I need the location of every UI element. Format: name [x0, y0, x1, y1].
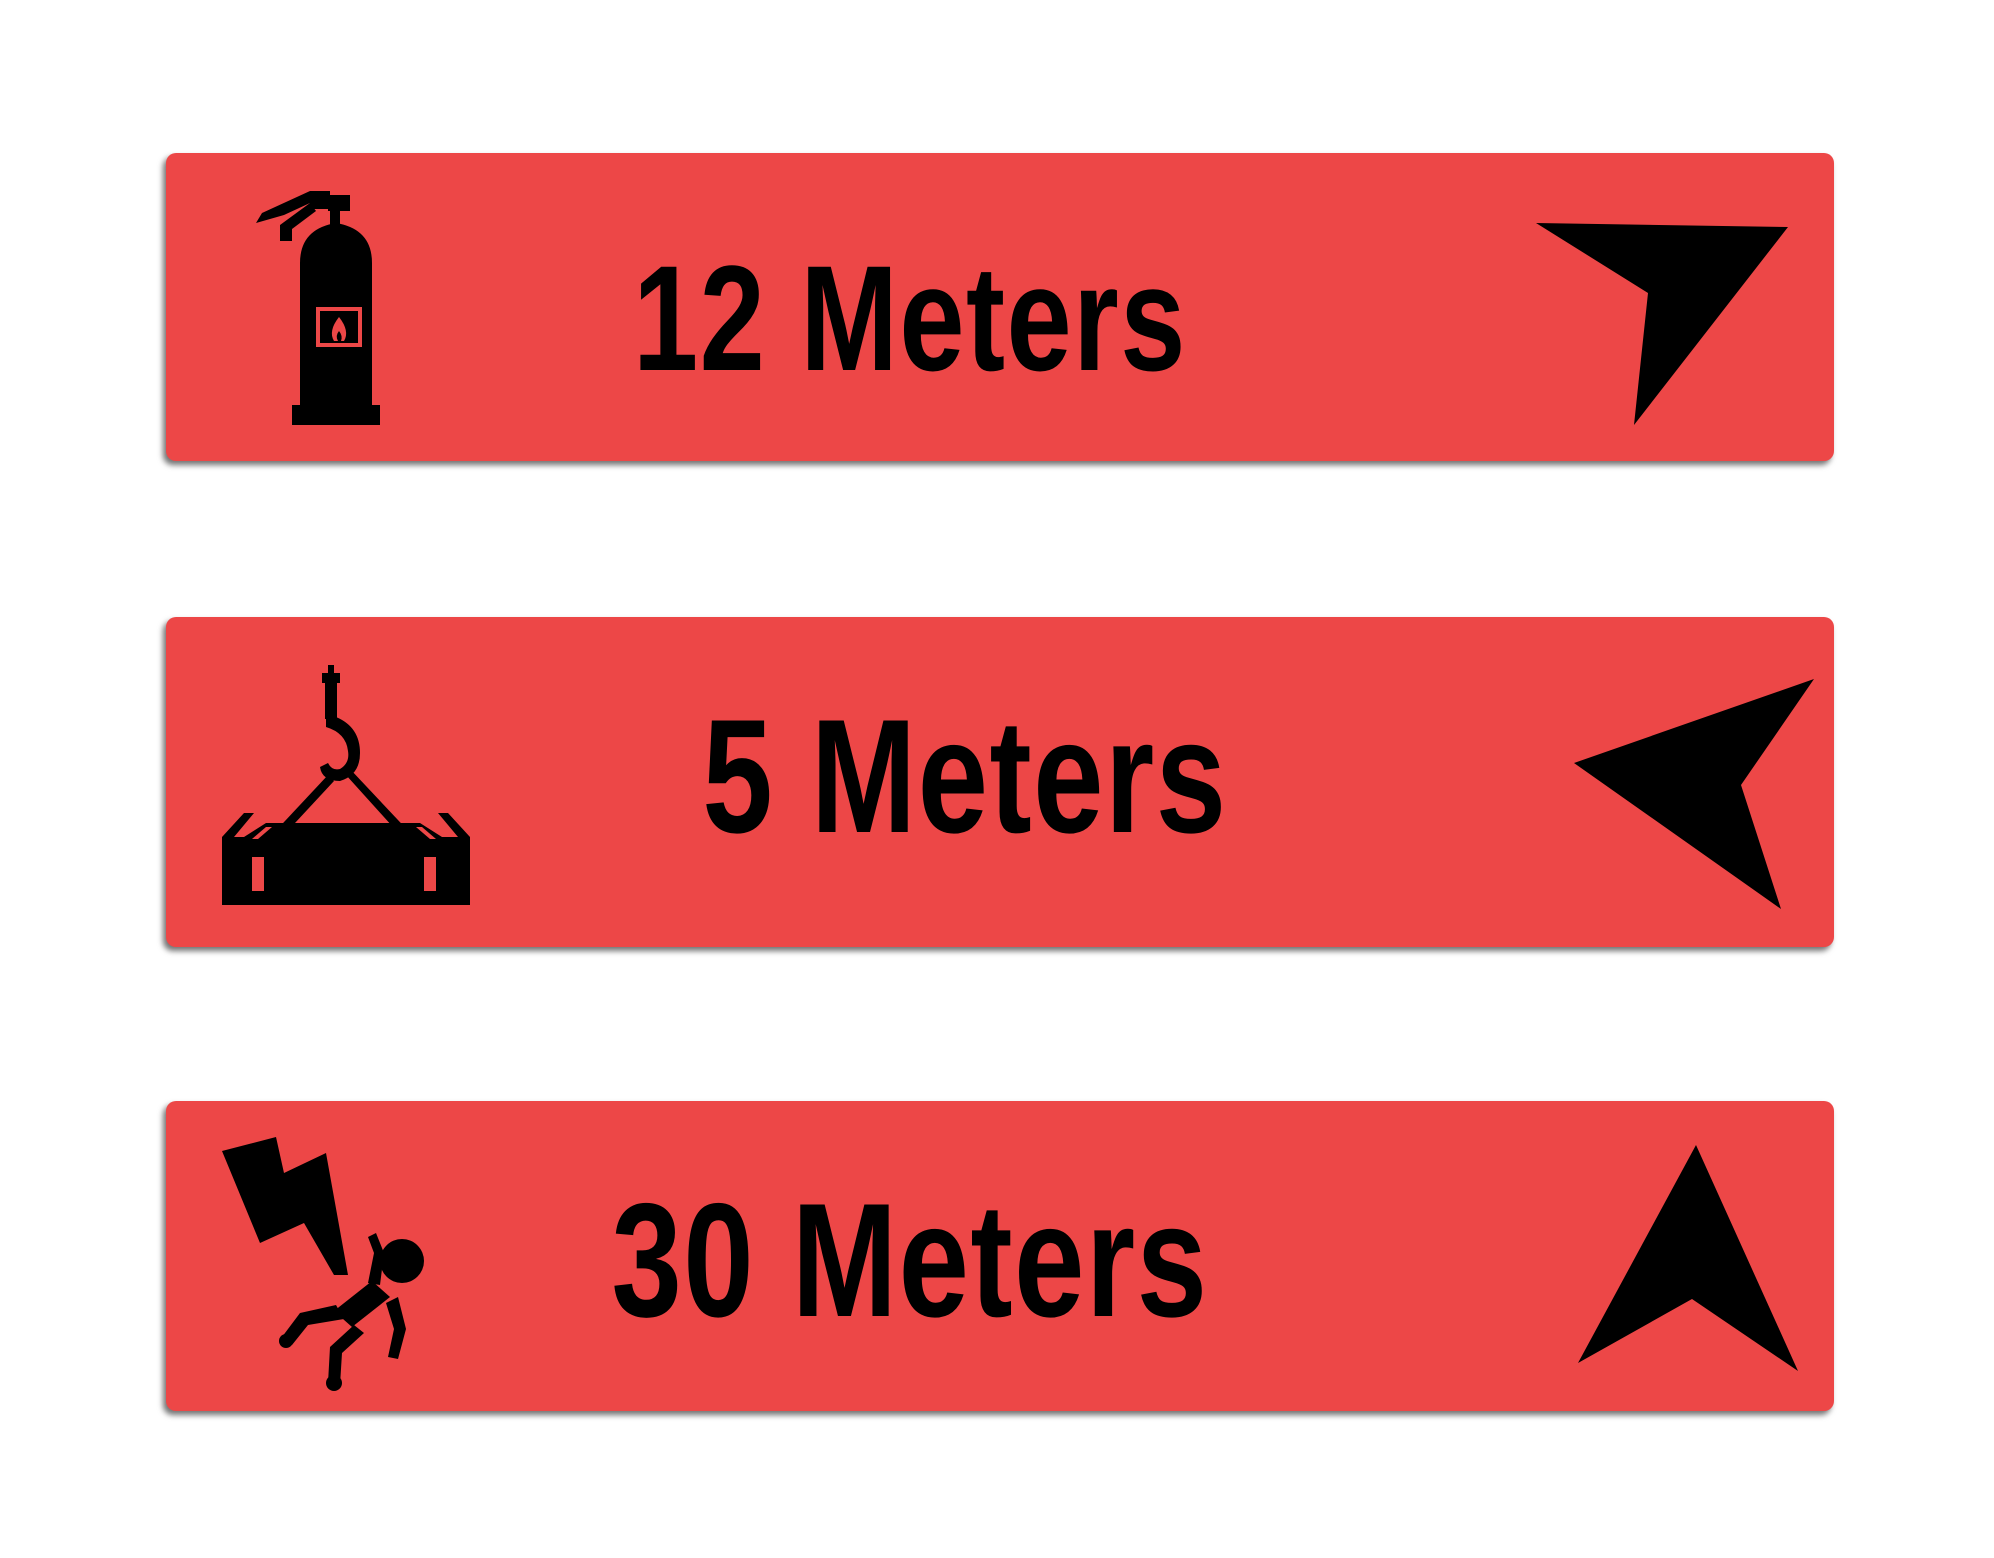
- distance-label: 12 Meters: [633, 234, 1187, 402]
- distance-sign-electric-shock: 30 Meters: [166, 1101, 1834, 1411]
- electric-shock-icon: [222, 1137, 424, 1391]
- crane-load-icon: [222, 665, 470, 905]
- arrow-up-icon: [1578, 1145, 1798, 1371]
- fire-extinguisher-icon: [256, 191, 380, 425]
- distance-label: 30 Meters: [611, 1170, 1209, 1351]
- distance-sign-crane-load: 5 Meters: [166, 617, 1834, 947]
- distance-label: 5 Meters: [702, 686, 1228, 867]
- arrow-up-right-icon: [1536, 223, 1788, 425]
- distance-sign-fire-extinguisher: 12 Meters: [166, 153, 1834, 461]
- arrow-left-icon: [1574, 679, 1814, 909]
